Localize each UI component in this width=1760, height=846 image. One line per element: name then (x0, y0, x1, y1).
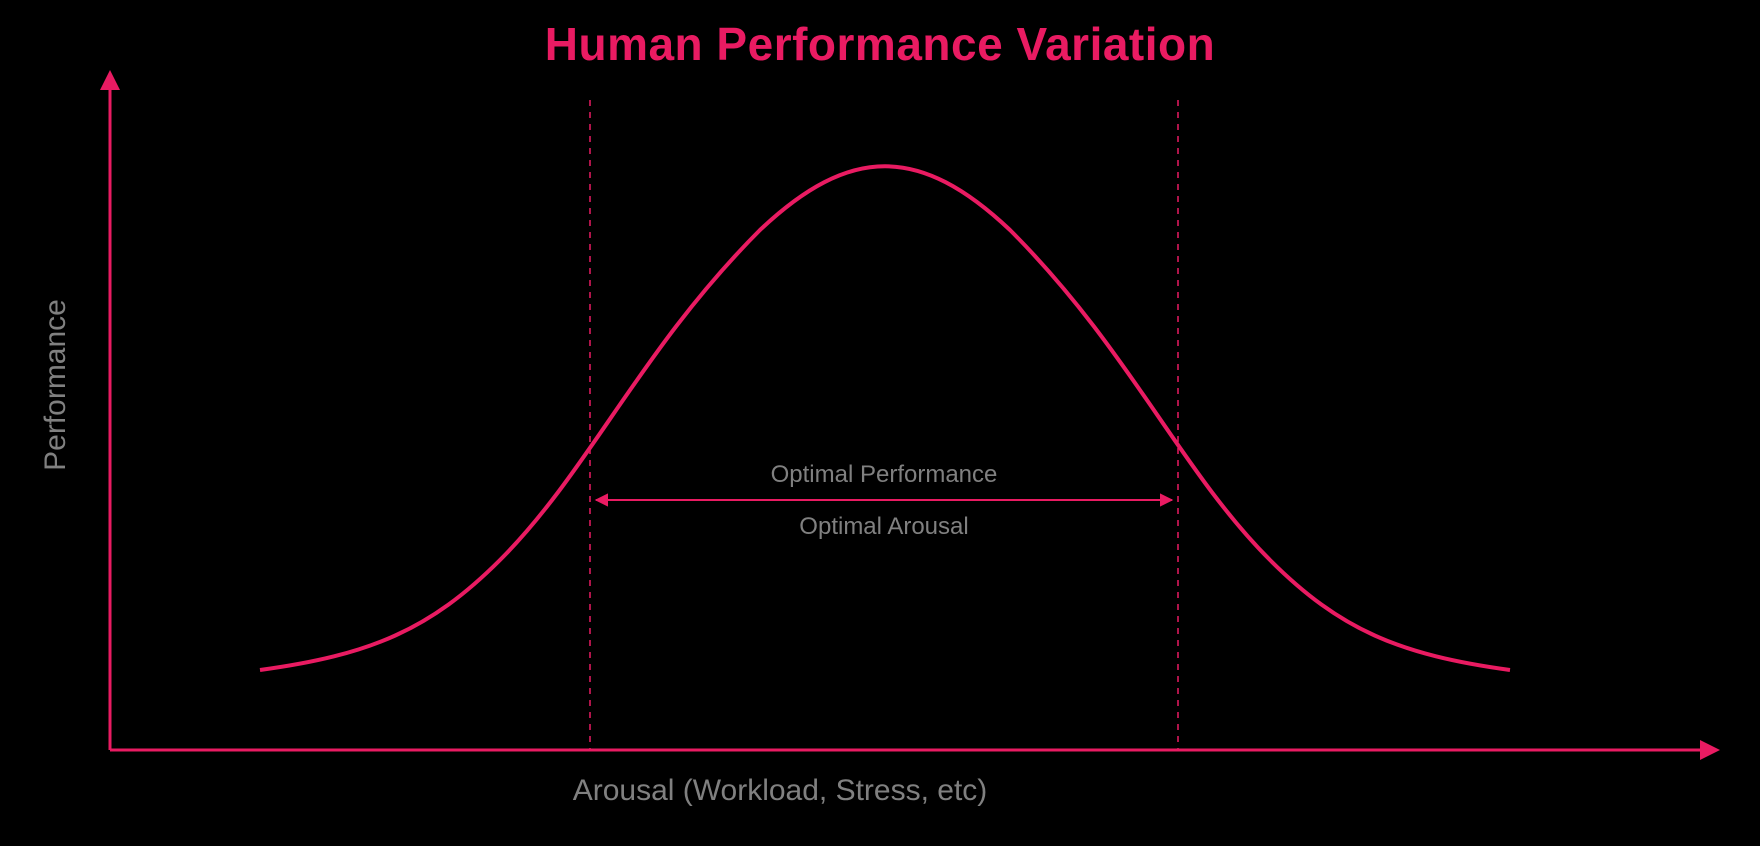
performance-curve (260, 166, 1510, 670)
x-axis-label: Arousal (Workload, Stress, etc) (573, 774, 988, 807)
chart-title: Human Performance Variation (545, 18, 1215, 70)
optimal-performance-label: Optimal Performance (771, 461, 998, 488)
optimal-arousal-label: Optimal Arousal (799, 513, 968, 540)
performance-arousal-chart: Human Performance Variation Performance … (0, 0, 1760, 846)
y-axis-label: Performance (39, 299, 72, 471)
